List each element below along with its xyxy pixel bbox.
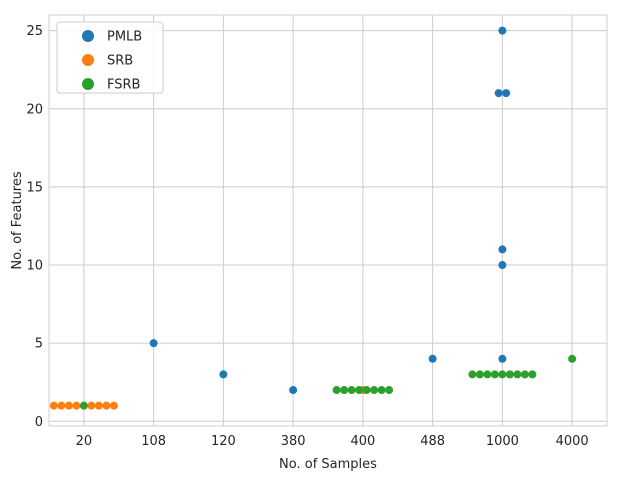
data-point-srb bbox=[87, 401, 96, 410]
x-tick-label: 108 bbox=[141, 434, 166, 449]
data-point-pmlb bbox=[502, 89, 511, 98]
legend-label-fsrb: FSRB bbox=[107, 78, 140, 93]
data-point-srb bbox=[64, 401, 73, 410]
data-point-srb bbox=[109, 401, 118, 410]
x-tick-label: 400 bbox=[350, 434, 375, 449]
y-tick-label: 10 bbox=[26, 259, 43, 274]
data-points bbox=[49, 26, 577, 410]
data-point-srb bbox=[57, 401, 66, 410]
data-point-pmlb bbox=[289, 386, 298, 395]
legend-label-pmlb: PMLB bbox=[107, 30, 142, 45]
data-point-fsrb bbox=[498, 370, 507, 379]
data-point-pmlb bbox=[149, 339, 158, 348]
x-tick-label: 4000 bbox=[556, 434, 589, 449]
data-point-fsrb bbox=[568, 354, 577, 363]
data-point-fsrb bbox=[355, 386, 364, 395]
data-point-fsrb bbox=[385, 386, 394, 395]
x-tick-label: 488 bbox=[420, 434, 445, 449]
data-point-pmlb bbox=[219, 370, 228, 379]
y-tick-label: 0 bbox=[35, 415, 43, 430]
y-tick-labels: 0 5 10 15 20 25 bbox=[26, 24, 43, 430]
data-point-fsrb bbox=[483, 370, 492, 379]
data-point-fsrb bbox=[520, 370, 529, 379]
x-tick-labels: 20 108 120 380 400 488 1000 4000 bbox=[76, 434, 589, 449]
data-point-srb bbox=[72, 401, 81, 410]
data-point-fsrb bbox=[340, 386, 349, 395]
x-tick-label: 380 bbox=[281, 434, 306, 449]
data-point-srb bbox=[102, 401, 111, 410]
plot-frame bbox=[48, 14, 608, 427]
data-point-pmlb bbox=[428, 354, 437, 363]
data-point-pmlb bbox=[498, 26, 507, 35]
data-point-fsrb bbox=[490, 370, 499, 379]
x-tick-label: 1000 bbox=[486, 434, 519, 449]
data-point-fsrb bbox=[513, 370, 522, 379]
data-point-pmlb bbox=[498, 261, 507, 270]
data-point-fsrb bbox=[370, 386, 379, 395]
x-axis-label: No. of Samples bbox=[279, 457, 377, 472]
data-point-fsrb bbox=[505, 370, 514, 379]
data-point-fsrb bbox=[362, 386, 371, 395]
y-tick-label: 5 bbox=[35, 337, 43, 352]
data-point-pmlb bbox=[494, 89, 503, 98]
data-point-srb bbox=[49, 401, 58, 410]
legend-marker-pmlb bbox=[82, 30, 94, 42]
data-point-fsrb bbox=[79, 401, 88, 410]
data-point-pmlb bbox=[498, 354, 507, 363]
data-point-srb bbox=[94, 401, 103, 410]
grid bbox=[49, 15, 607, 426]
data-point-fsrb bbox=[528, 370, 537, 379]
y-tick-label: 20 bbox=[26, 102, 43, 117]
data-point-fsrb bbox=[377, 386, 386, 395]
data-point-fsrb bbox=[332, 386, 341, 395]
y-tick-label: 15 bbox=[26, 180, 43, 195]
data-point-fsrb bbox=[347, 386, 356, 395]
data-point-fsrb bbox=[468, 370, 477, 379]
y-axis-label: No. of Features bbox=[10, 171, 25, 270]
x-tick-label: 120 bbox=[211, 434, 236, 449]
data-point-pmlb bbox=[498, 245, 507, 254]
legend: PMLB SRB FSRB bbox=[56, 21, 164, 94]
legend-marker-srb bbox=[82, 54, 94, 66]
x-tick-label: 20 bbox=[76, 434, 93, 449]
legend-label-srb: SRB bbox=[107, 54, 133, 69]
legend-marker-fsrb bbox=[82, 78, 94, 90]
y-tick-label: 25 bbox=[26, 24, 43, 39]
data-point-fsrb bbox=[475, 370, 484, 379]
